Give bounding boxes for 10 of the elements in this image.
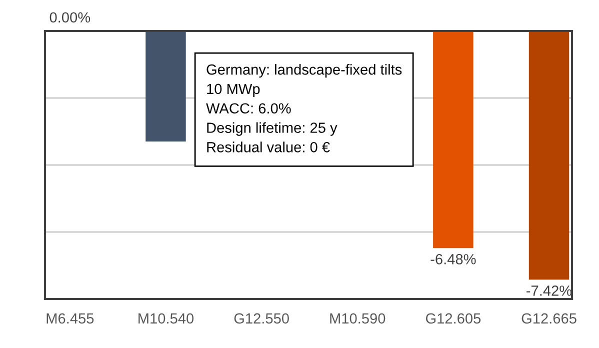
annotation: Germany: landscape-fixed tilts 10 MWp WACC: 6.0% Design lifetime: 25 y Residual value: 0 €: [206, 64, 402, 152]
x-tick-label: G12.550: [234, 313, 289, 324]
x-tick-label: G12.605: [426, 313, 481, 324]
data-label: -6.48%: [430, 254, 476, 264]
x-tick-label: M6.455: [46, 313, 94, 324]
data-label: -7.42%: [526, 286, 572, 296]
data-label: 0.00%: [50, 12, 90, 23]
x-tick-label: M10.540: [138, 313, 194, 324]
x-tick-label: G12.665: [522, 313, 576, 324]
x-tick-label: M10.590: [330, 313, 386, 324]
